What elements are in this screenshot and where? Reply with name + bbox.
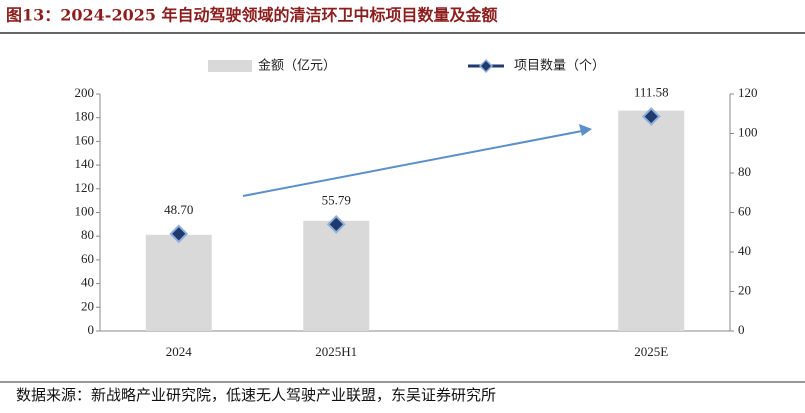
source-note: 数据来源：新战略产业研究院，低速无人驾驶产业联盟，东吴证券研究所 [16, 386, 496, 404]
x-tick-label: 2025H1 [315, 344, 357, 359]
bar [145, 234, 212, 331]
data-label: 55.79 [322, 192, 351, 207]
y2-tick-label: 100 [738, 124, 758, 139]
y-tick-label: 40 [81, 275, 94, 290]
y2-tick-label: 20 [738, 282, 751, 297]
trend-arrow-head [579, 124, 592, 136]
marker [326, 214, 346, 234]
marker [641, 107, 661, 126]
y2-tick-label: 40 [738, 243, 751, 258]
y2-tick-label: 0 [738, 322, 745, 337]
data-label: 111.58 [634, 84, 669, 99]
trend-arrow [242, 130, 583, 197]
legend-label: 金额（亿元） [258, 58, 336, 74]
chart-title: 图13：2024-2025 年自动驾驶领域的清洁环卫中标项目数量及金额 [6, 6, 498, 25]
y-tick-label: 80 [81, 227, 94, 242]
y-tick-label: 60 [81, 251, 94, 266]
x-tick-label: 2024 [166, 344, 193, 359]
y-tick-label: 200 [75, 85, 95, 100]
y2-tick-label: 80 [738, 164, 751, 179]
y-tick-label: 100 [75, 203, 95, 218]
legend-swatch [208, 60, 252, 72]
y2-tick-label: 60 [738, 203, 751, 218]
y-tick-label: 180 [75, 109, 95, 124]
y2-tick-label: 120 [738, 85, 758, 100]
data-label: 48.70 [164, 202, 193, 217]
y-tick-label: 160 [75, 132, 95, 147]
legend-swatch [478, 58, 494, 74]
bar [303, 220, 370, 331]
y-tick-label: 20 [81, 298, 94, 313]
y-tick-label: 140 [75, 156, 95, 171]
legend-label: 项目数量（个） [514, 59, 605, 74]
marker [169, 224, 189, 244]
x-tick-label: 2025E [634, 344, 668, 359]
y-tick-label: 120 [75, 180, 95, 195]
bar [618, 110, 685, 331]
y-tick-label: 0 [88, 322, 95, 337]
